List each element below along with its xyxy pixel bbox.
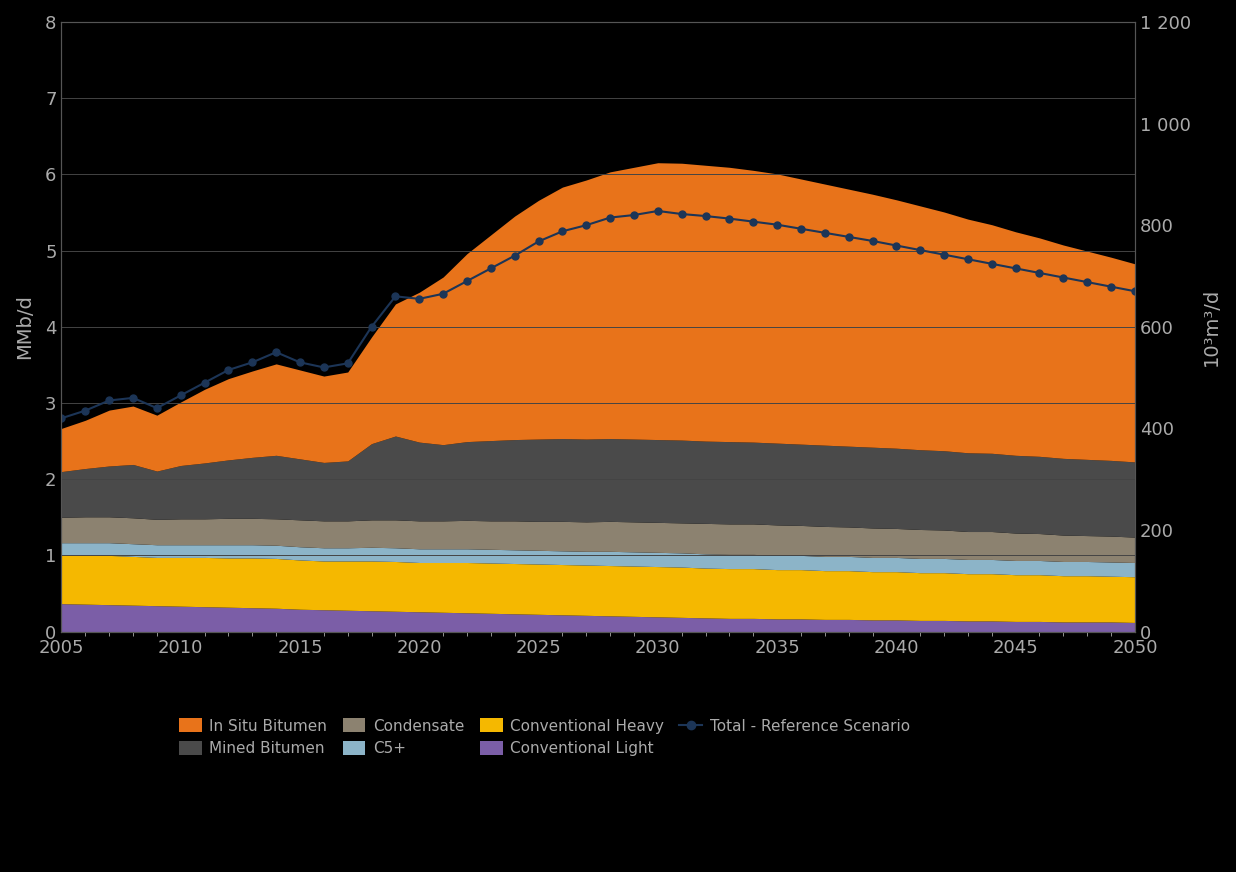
Legend: In Situ Bitumen, Mined Bitumen, Condensate, C5+, Conventional Heavy, Conventiona: In Situ Bitumen, Mined Bitumen, Condensa… [173, 712, 916, 762]
Y-axis label: 10³m³/d: 10³m³/d [1201, 288, 1221, 366]
Y-axis label: MMb/d: MMb/d [15, 295, 35, 359]
